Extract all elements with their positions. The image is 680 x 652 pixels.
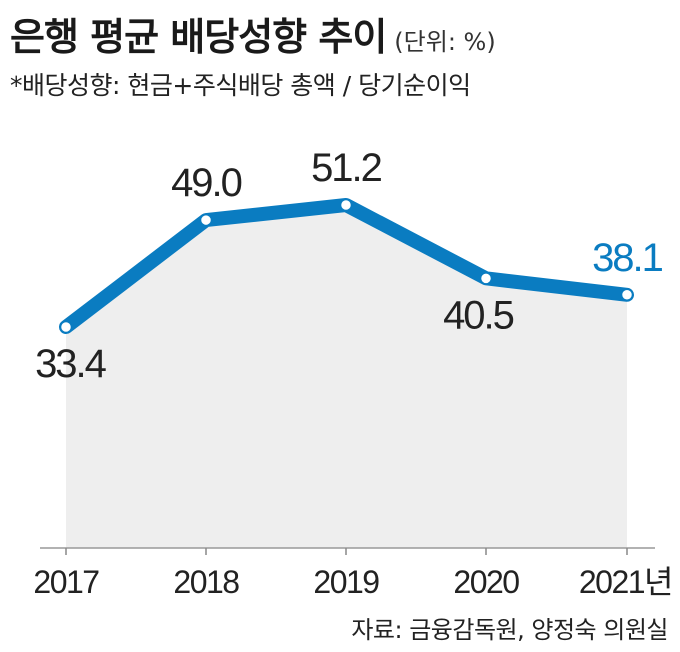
x-tick-label-0: 2017 (33, 564, 99, 600)
data-label-0: 33.4 (35, 342, 107, 386)
data-labels: 33.4 49.0 51.2 40.5 38.1 (35, 146, 665, 386)
data-label-2: 51.2 (311, 146, 382, 190)
x-tick-label-2: 2019 (313, 564, 379, 600)
data-points (59, 198, 634, 334)
x-axis-ticks (65, 548, 628, 555)
chart-title: 은행 평균 배당성향 추이 (10, 15, 387, 59)
data-point-0 (59, 320, 73, 334)
chart-subtitle: *배당성향: 현금+주식배당 총액 / 당기순이익 (10, 71, 471, 100)
unit-label: (단위: %) (394, 28, 496, 56)
area-fill (66, 205, 627, 548)
x-tick-label-4: 2021년 (579, 564, 672, 600)
data-label-3: 40.5 (443, 293, 514, 337)
source-note: 자료: 금융감독원, 양정숙 의원실 (351, 616, 668, 644)
data-point-2 (339, 198, 353, 212)
data-point-4 (620, 288, 634, 302)
data-point-3 (479, 272, 493, 285)
data-label-1: 49.0 (171, 161, 242, 205)
x-tick-label-1: 2018 (173, 564, 239, 600)
x-tick-label-3: 2020 (453, 564, 519, 600)
header: 은행 평균 배당성향 추이 (단위: %) (10, 6, 496, 61)
data-point-1 (199, 213, 213, 227)
data-label-4: 38.1 (592, 236, 663, 280)
x-axis-tick-labels: 2017 2018 2019 2020 2021년 (33, 564, 673, 600)
